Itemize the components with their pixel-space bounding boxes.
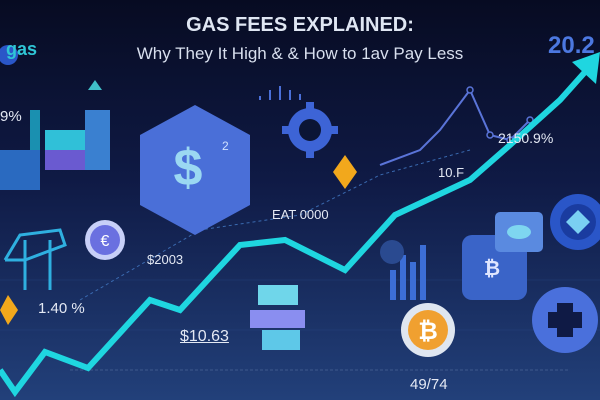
svg-text:₿: ₿ <box>484 258 500 280</box>
gear-icon <box>282 102 338 158</box>
svg-text:2: 2 <box>222 139 229 153</box>
percent-top-left: 9% <box>0 108 22 125</box>
gear-icon <box>532 287 598 353</box>
year-label: 20.2 <box>548 32 595 59</box>
euro-coin-icon: € <box>85 220 125 260</box>
eat-label: EAT 0000 <box>272 207 329 222</box>
shield-coin-icon <box>550 194 600 250</box>
ethereum-diamond-icon <box>0 155 357 325</box>
cloud-icon <box>495 212 543 252</box>
price-mid: $2003 <box>147 252 184 267</box>
trend-arrow-icon <box>572 52 600 84</box>
svg-text:₿: ₿ <box>418 318 438 345</box>
svg-text:€: € <box>101 233 110 250</box>
page-subtitle: Why They It High & & How to 1av Pay Less <box>136 44 464 63</box>
ratio-label: 49/74 <box>410 376 448 393</box>
server-stack-icon <box>0 80 110 190</box>
trend-line <box>0 70 588 398</box>
block-stack-icon <box>250 285 305 350</box>
brand-logo: gas <box>6 39 38 59</box>
percent-right: 2150.9% <box>498 130 554 146</box>
bitcoin-coin-icon: ₿ <box>401 303 455 357</box>
percent-left: 1.40 % <box>38 300 85 317</box>
price-low: $10.63 <box>180 328 229 345</box>
small-value: 10.F <box>438 165 465 180</box>
small-line-chart <box>379 88 531 166</box>
dollar-hexagon-icon: $ 2 <box>140 105 250 235</box>
svg-text:$: $ <box>174 139 203 197</box>
page-title: GAS FEES EXPLAINED: <box>186 14 414 36</box>
